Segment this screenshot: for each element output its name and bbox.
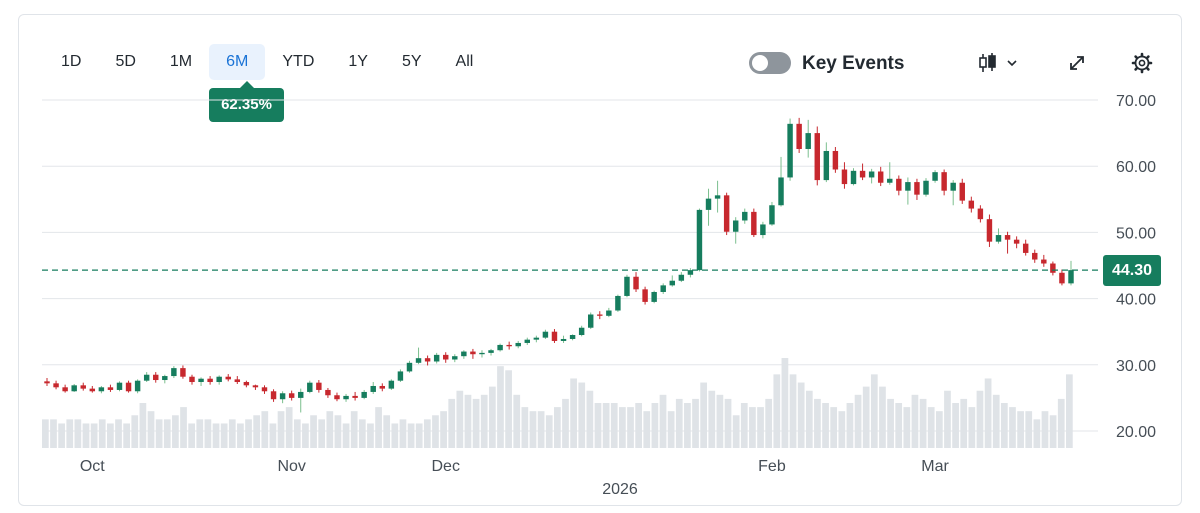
tab-ytd[interactable]: YTD bbox=[282, 53, 315, 70]
chart-type-button[interactable] bbox=[974, 48, 1024, 78]
expand-icon bbox=[1070, 56, 1084, 70]
tab-5y[interactable]: 5Y bbox=[401, 53, 422, 70]
chevron-down-icon bbox=[1007, 60, 1017, 67]
tab-5d[interactable]: 5D bbox=[115, 53, 136, 70]
tab-1y[interactable]: 1Y bbox=[348, 53, 368, 70]
toggle-knob bbox=[752, 55, 768, 71]
tab-1d[interactable]: 1D bbox=[61, 53, 82, 70]
range-change-badge: 62.35% bbox=[209, 81, 284, 122]
chart-card bbox=[18, 14, 1182, 506]
current-price-tag: 44.30 bbox=[1103, 255, 1161, 286]
tab-all[interactable]: All bbox=[455, 53, 474, 70]
key-events-toggle[interactable] bbox=[749, 52, 791, 74]
gear-icon bbox=[1131, 52, 1153, 74]
tab-1m[interactable]: 1M bbox=[169, 53, 193, 70]
candlestick-icon bbox=[979, 53, 1017, 72]
key-events-label: Key Events bbox=[802, 53, 905, 74]
expand-button[interactable] bbox=[1062, 48, 1092, 78]
tab-6m[interactable]: 6M bbox=[209, 44, 266, 80]
range-selector: 1D 5D 1M 6M YTD 1Y 5Y All bbox=[44, 44, 490, 80]
settings-button[interactable] bbox=[1127, 48, 1157, 78]
